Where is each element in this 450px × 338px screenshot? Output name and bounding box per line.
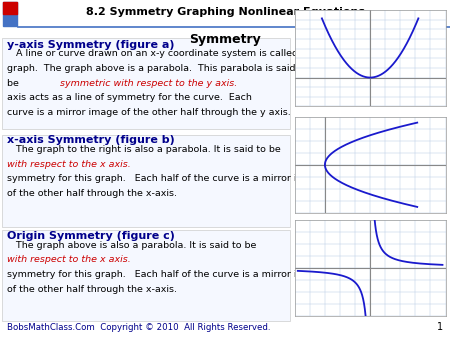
Text: Symmetry: Symmetry — [189, 33, 261, 46]
Text: of the other half through the x-axis.: of the other half through the x-axis. — [7, 285, 177, 294]
Text: The graph to the right is also a parabola. It is said to be: The graph to the right is also a parabol… — [7, 145, 284, 154]
Text: symmetry for this graph.   Each half of the curve is a mirror image: symmetry for this graph. Each half of th… — [7, 174, 323, 184]
Bar — [3, 2, 17, 26]
Text: x-axis Symmetry (figure b): x-axis Symmetry (figure b) — [7, 136, 175, 145]
Text: The graph above is also a parabola. It is said to be: The graph above is also a parabola. It i… — [7, 241, 259, 249]
Text: BobsMathClass.Com  Copyright © 2010  All Rights Reserved.: BobsMathClass.Com Copyright © 2010 All R… — [7, 323, 270, 333]
Text: symmetric with respect to the y axis.: symmetric with respect to the y axis. — [60, 78, 237, 88]
Text: symmetry for this graph.   Each half of the curve is a mirror image: symmetry for this graph. Each half of th… — [7, 270, 323, 279]
Text: 8.2 Symmetry Graphing Nonlinear Equations: 8.2 Symmetry Graphing Nonlinear Equation… — [86, 7, 365, 17]
Text: of the other half through the x-axis.: of the other half through the x-axis. — [7, 189, 177, 198]
Text: 1: 1 — [437, 322, 443, 333]
Text: graph.  The graph above is a parabola.  This parabola is said to: graph. The graph above is a parabola. Th… — [7, 64, 308, 73]
Text: y-axis Symmetry (figure a): y-axis Symmetry (figure a) — [7, 40, 174, 50]
Text: (figure a): (figure a) — [299, 40, 344, 50]
Text: with respect to the x axis.: with respect to the x axis. — [7, 256, 130, 264]
Text: (figure b): (figure b) — [299, 136, 345, 145]
Text: with respect to the x axis.: with respect to the x axis. — [7, 160, 130, 169]
Text: axis acts as a line of symmetry for the curve.  Each: axis acts as a line of symmetry for the … — [7, 93, 255, 102]
Bar — [2, 38, 290, 129]
Bar — [2, 136, 290, 227]
Bar — [2, 230, 290, 321]
Text: curve is a mirror image of the other half through the y axis.: curve is a mirror image of the other hal… — [7, 108, 291, 117]
Text: Origin Symmetry (figure c): Origin Symmetry (figure c) — [7, 231, 175, 241]
Bar — [3, 2, 17, 15]
Text: A line or curve drawn on an x-y coordinate system is called a: A line or curve drawn on an x-y coordina… — [7, 49, 306, 58]
Text: be: be — [7, 78, 22, 88]
Text: (figure c): (figure c) — [299, 231, 344, 241]
